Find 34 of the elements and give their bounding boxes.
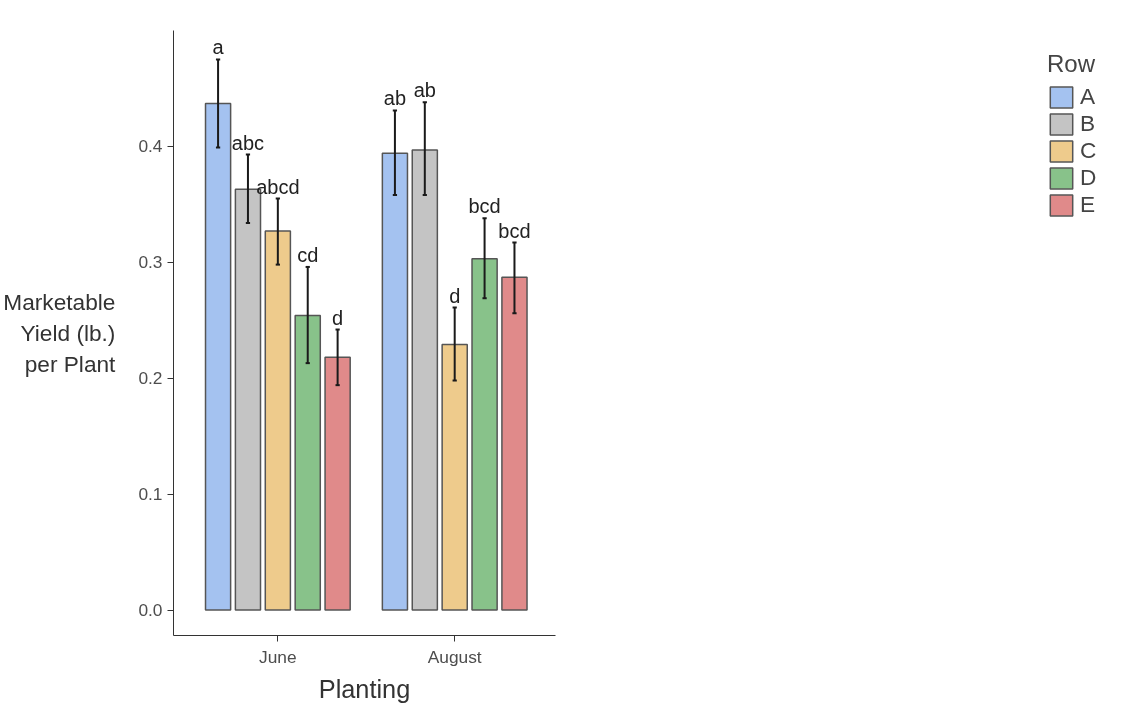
y-tick-label: 0.4 <box>138 136 163 157</box>
data-label: d <box>332 306 344 329</box>
data-label: bcd <box>468 195 501 218</box>
y-tick-label: 0.1 <box>138 484 163 505</box>
data-label: a <box>212 36 225 59</box>
legend-label: E <box>1080 191 1097 218</box>
bar <box>324 356 351 611</box>
data-label: abc <box>231 131 265 154</box>
bar <box>204 102 232 611</box>
x-axis-title: Planting <box>318 674 411 703</box>
bar <box>411 149 439 611</box>
data-label: cd <box>297 243 319 266</box>
y-axis-title: Marketable Yield (lb.) per Plant <box>3 288 117 378</box>
legend-label: D <box>1080 164 1098 191</box>
legend-label: C <box>1080 137 1098 164</box>
bar <box>501 276 528 611</box>
data-label: ab <box>383 87 407 110</box>
y-tick-label: 0.0 <box>138 600 163 620</box>
bar <box>264 230 292 611</box>
data-label: bcd <box>498 219 531 242</box>
bar <box>441 343 468 611</box>
y-tick-label: 0.3 <box>138 252 163 273</box>
data-label: ab <box>413 79 436 102</box>
data-label: d <box>449 284 461 307</box>
y-tick-label: 0.2 <box>138 368 163 389</box>
x-tick-label: June <box>259 646 297 667</box>
legend-title: Row <box>1047 50 1096 78</box>
bar <box>294 314 322 611</box>
legend-label: B <box>1080 110 1097 137</box>
bar <box>381 152 409 611</box>
legend-label: A <box>1080 83 1097 110</box>
bar <box>471 258 498 611</box>
x-tick-label: August <box>427 646 482 667</box>
data-label: abcd <box>256 175 300 198</box>
